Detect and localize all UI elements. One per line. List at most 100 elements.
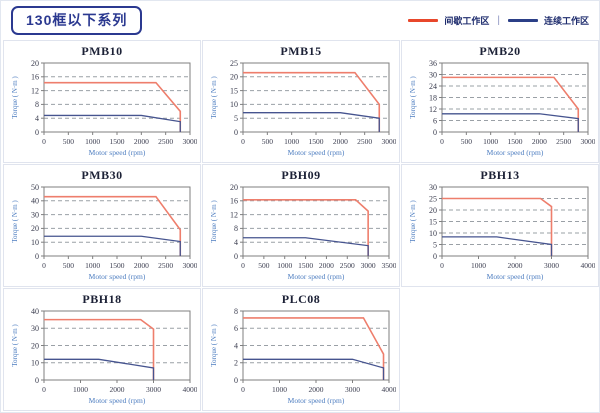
- svg-text:0: 0: [35, 128, 39, 137]
- legend: 间歇工作区 | 连续工作区: [408, 14, 589, 27]
- svg-text:20: 20: [429, 206, 437, 215]
- chart-card-pbh18: PBH18 0 10 20 30 40 0 1000 2000 3000 4000 Motor sp…: [3, 288, 201, 411]
- svg-text:25: 25: [429, 194, 437, 203]
- svg-text:12: 12: [230, 210, 238, 219]
- svg-text:2: 2: [234, 359, 238, 368]
- svg-text:10: 10: [31, 238, 39, 247]
- svg-text:24: 24: [429, 82, 437, 91]
- svg-text:2500: 2500: [340, 261, 355, 270]
- svg-text:Motor speed (rpm): Motor speed (rpm): [288, 272, 345, 281]
- svg-text:30: 30: [429, 183, 437, 192]
- svg-text:1000: 1000: [284, 137, 299, 146]
- svg-text:10: 10: [429, 229, 437, 238]
- svg-text:1500: 1500: [309, 137, 324, 146]
- svg-text:2000: 2000: [309, 385, 324, 394]
- chart-title: PMB15: [280, 44, 322, 58]
- chart-card-plc08: PLC08 0 2 4 6 8 0 1000 2000 3000 4000 Motor speed …: [202, 288, 400, 411]
- svg-text:Torque ( N·m ): Torque ( N·m ): [11, 200, 19, 243]
- torque-speed-plot: 0 4 8 12 16 20 0 500 1000 1500 2000 2500 3000 Motor s…: [11, 59, 198, 157]
- svg-text:15: 15: [230, 86, 238, 95]
- svg-text:2000: 2000: [134, 137, 149, 146]
- chart-card-pmb20: PMB20 0 6 12 18 24 30 36 0 500 1000 1500 2000 2500 30…: [401, 40, 599, 163]
- svg-text:12: 12: [31, 86, 39, 95]
- svg-text:12: 12: [429, 105, 437, 114]
- svg-text:8: 8: [234, 307, 238, 316]
- svg-text:16: 16: [230, 197, 238, 206]
- svg-text:0: 0: [241, 137, 245, 146]
- svg-text:2500: 2500: [357, 137, 372, 146]
- svg-text:Torque ( N·m ): Torque ( N·m ): [210, 76, 218, 119]
- svg-text:3000: 3000: [183, 137, 198, 146]
- chart-title: PBH13: [480, 168, 520, 182]
- svg-text:10: 10: [230, 100, 238, 109]
- svg-text:3500: 3500: [382, 261, 397, 270]
- svg-text:1000: 1000: [73, 385, 88, 394]
- torque-speed-plot: 0 6 12 18 24 30 36 0 500 1000 1500 2000 2500 3000 Moto…: [409, 59, 596, 157]
- svg-text:500: 500: [63, 261, 75, 270]
- torque-speed-plot: 0 5 10 15 20 25 30 0 1000 2000 3000 4000 Motor speed…: [409, 183, 595, 281]
- chart-card-pmb10: PMB10 0 4 8 12 16 20 0 500 1000 1500 2000 2500 3000 M…: [3, 40, 201, 163]
- svg-text:Torque ( N·m ): Torque ( N·m ): [11, 324, 19, 367]
- svg-text:8: 8: [234, 224, 238, 233]
- svg-text:0: 0: [440, 261, 444, 270]
- svg-text:20: 20: [230, 73, 238, 82]
- svg-text:20: 20: [31, 341, 39, 350]
- svg-text:0: 0: [241, 261, 245, 270]
- svg-text:1000: 1000: [272, 385, 287, 394]
- svg-text:6: 6: [433, 116, 437, 125]
- legend-item-intermittent: 间歇工作区: [408, 14, 489, 27]
- torque-speed-plot: 0 2 4 6 8 0 1000 2000 3000 4000 Motor speed (rpm) T…: [210, 307, 397, 405]
- svg-text:18: 18: [429, 93, 437, 102]
- svg-text:6: 6: [234, 324, 238, 333]
- svg-text:500: 500: [262, 137, 274, 146]
- svg-text:Torque ( N·m ): Torque ( N·m ): [210, 200, 218, 243]
- chart-card-pmb15: PMB15 0 5 10 15 20 25 0 500 1000 1500 2000 2500 3000…: [202, 40, 400, 163]
- charts-grid: PMB10 0 4 8 12 16 20 0 500 1000 1500 2000 2500 3000 M…: [3, 40, 599, 411]
- svg-text:0: 0: [234, 376, 238, 385]
- svg-text:25: 25: [230, 59, 238, 68]
- chart-title: PMB30: [81, 168, 123, 182]
- svg-text:1500: 1500: [110, 261, 125, 270]
- svg-text:Motor speed (rpm): Motor speed (rpm): [89, 396, 146, 405]
- svg-text:Motor speed (rpm): Motor speed (rpm): [288, 148, 345, 157]
- svg-text:16: 16: [31, 73, 39, 82]
- svg-text:0: 0: [35, 252, 39, 261]
- page-title: 130框以下系列: [11, 5, 143, 35]
- svg-text:Torque ( N·m ): Torque ( N·m ): [409, 76, 417, 119]
- svg-text:2000: 2000: [134, 261, 149, 270]
- svg-text:0: 0: [234, 128, 238, 137]
- svg-text:Motor speed (rpm): Motor speed (rpm): [288, 396, 345, 405]
- svg-text:2500: 2500: [556, 137, 571, 146]
- svg-text:500: 500: [258, 261, 270, 270]
- svg-text:5: 5: [433, 240, 437, 249]
- intermittent-line-swatch: [408, 18, 439, 22]
- svg-text:5: 5: [234, 114, 238, 123]
- svg-text:0: 0: [433, 252, 437, 261]
- svg-text:10: 10: [31, 359, 39, 368]
- svg-text:0: 0: [234, 252, 238, 261]
- chart-title: PBH09: [281, 168, 321, 182]
- chart-card-pbh09: PBH09 0 4 8 12 16 20 0 500 1000 1500 2000 2500 3000 3…: [202, 164, 400, 287]
- svg-text:500: 500: [63, 137, 75, 146]
- svg-text:1500: 1500: [508, 137, 523, 146]
- torque-speed-plot: 0 4 8 12 16 20 0 500 1000 1500 2000 2500 3000 3500 Mot…: [210, 183, 397, 281]
- svg-text:2000: 2000: [532, 137, 547, 146]
- svg-text:4000: 4000: [382, 385, 397, 394]
- svg-text:1000: 1000: [483, 137, 498, 146]
- svg-text:Motor speed (rpm): Motor speed (rpm): [487, 272, 544, 281]
- svg-text:20: 20: [31, 224, 39, 233]
- svg-text:3000: 3000: [581, 137, 596, 146]
- svg-text:20: 20: [230, 183, 238, 192]
- chart-card-pmb30: PMB30 0 10 20 30 40 50 0 500 1000 1500 2000 2500 300…: [3, 164, 201, 287]
- svg-text:30: 30: [31, 210, 39, 219]
- chart-title: PMB20: [479, 44, 521, 58]
- svg-text:4: 4: [35, 114, 39, 123]
- svg-text:2000: 2000: [110, 385, 125, 394]
- legend-label-continuous: 连续工作区: [543, 15, 589, 26]
- svg-text:0: 0: [433, 128, 437, 137]
- svg-text:Motor speed (rpm): Motor speed (rpm): [89, 148, 146, 157]
- svg-text:1000: 1000: [277, 261, 292, 270]
- svg-text:0: 0: [35, 376, 39, 385]
- svg-text:Motor speed (rpm): Motor speed (rpm): [89, 272, 146, 281]
